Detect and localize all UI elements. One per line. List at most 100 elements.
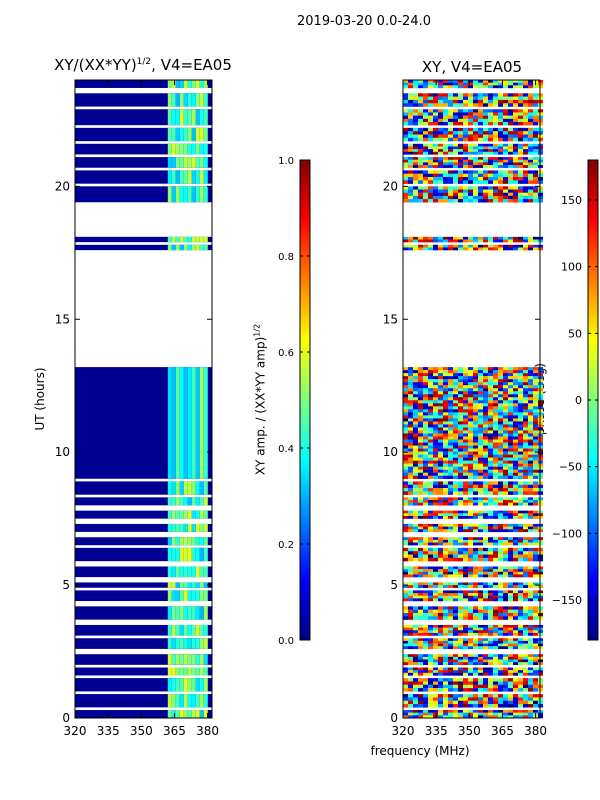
right-phase-cell (418, 451, 423, 455)
right-phase-cell (513, 170, 518, 174)
right-phase-cell (463, 463, 468, 467)
right-phase-cell (473, 466, 478, 470)
right-phase-cell (483, 557, 488, 562)
left-plot-frame (74, 79, 213, 719)
right-phase-cell (493, 472, 498, 476)
right-phase-cell (403, 526, 408, 530)
right-phase-cell (413, 481, 418, 485)
right-phase-cell (453, 710, 458, 713)
right-phase-cell (488, 433, 493, 437)
right-phase-cell (498, 571, 503, 575)
right-phase-cell (448, 523, 453, 527)
left-band-cell (199, 694, 204, 708)
right-phase-cell (493, 515, 498, 519)
right-phase-cell (498, 373, 503, 377)
right-phase-cell (493, 688, 498, 692)
right-phase-cell (508, 99, 513, 104)
right-phase-cell (408, 460, 413, 464)
right-phase-cell (528, 433, 533, 437)
left-band-cell (179, 678, 184, 692)
right-phase-cell (503, 712, 508, 716)
right-phase-cell (453, 472, 458, 476)
right-phase-cell (478, 146, 483, 150)
right-phase-cell (448, 199, 453, 203)
right-phase-cell (453, 593, 458, 596)
right-phase-cell (473, 715, 478, 719)
right-phase-cell (453, 684, 458, 689)
left-band-cell (199, 186, 204, 203)
right-phase-cell (413, 510, 418, 514)
right-phase-cell (473, 143, 478, 147)
right-phase-cell (403, 612, 408, 617)
right-phase-cell (478, 681, 483, 685)
right-phase-cell (488, 367, 493, 371)
right-phase-cell (528, 109, 533, 113)
right-phase-cell (478, 134, 483, 139)
right-phase-cell (523, 684, 528, 689)
right-phase-cell (418, 609, 423, 614)
right-phase-cell (478, 149, 483, 152)
right-phase-cell (498, 590, 503, 594)
right-phase-cell (453, 457, 458, 461)
right-phase-cell (453, 427, 458, 431)
right-phase-cell (473, 463, 478, 467)
right-phase-cell (423, 118, 428, 123)
right-phase-cell (468, 574, 473, 578)
right-phase-cell (448, 510, 453, 514)
right-phase-cell (473, 502, 478, 506)
right-phase-cell (458, 500, 463, 503)
right-phase-cell (508, 460, 513, 464)
right-phase-cell (428, 510, 433, 514)
right-phase-cell (463, 186, 468, 190)
right-phase-cell (468, 391, 473, 395)
right-phase-cell (418, 694, 423, 698)
right-phase-cell (483, 571, 488, 575)
right-phase-cell (448, 370, 453, 374)
left-band-cell (187, 157, 192, 168)
left-band-cell (195, 566, 200, 578)
right-phase-cell (433, 146, 438, 150)
right-phase-cell (418, 370, 423, 374)
right-phase-cell (448, 712, 453, 716)
right-phase-cell (403, 367, 408, 371)
left-band-cell (171, 236, 176, 243)
right-phase-cell (493, 385, 498, 389)
right-phase-cell (508, 681, 513, 685)
right-phase-cell (413, 177, 418, 181)
right-phase-cell (458, 189, 463, 193)
right-phase-cell (408, 670, 413, 674)
right-phase-cell (433, 127, 438, 132)
right-phase-cell (518, 427, 523, 431)
right-phase-cell (508, 523, 513, 527)
right-phase-cell (443, 388, 448, 392)
right-phase-cell (458, 632, 463, 636)
right-phase-cell (443, 697, 448, 701)
right-phase-cell (473, 697, 478, 701)
right-phase-cell (438, 502, 443, 506)
right-phase-cell (443, 557, 448, 562)
right-phase-cell (528, 684, 533, 689)
right-phase-cell (508, 412, 513, 416)
right-phase-cell (488, 403, 493, 407)
right-phase-cell (478, 433, 483, 437)
right-phase-cell (523, 80, 528, 83)
right-phase-cell (493, 391, 498, 395)
right-phase-cell (423, 127, 428, 132)
right-phase-cell (528, 137, 533, 142)
right-phase-cell (513, 239, 518, 243)
right-phase-cell (403, 593, 408, 596)
right-phase-cell (448, 82, 453, 86)
right-phase-cell (528, 542, 533, 546)
right-phase-cell (443, 632, 448, 636)
right-phase-cell (418, 612, 423, 617)
right-phase-cell (423, 460, 428, 464)
right-phase-cell (528, 672, 533, 676)
right-phase-cell (508, 236, 513, 240)
right-phase-cell (528, 430, 533, 434)
left-band-cell (195, 244, 200, 251)
right-phase-cell (423, 103, 428, 107)
right-phase-cell (473, 598, 478, 602)
right-phase-cell (533, 388, 538, 392)
right-phase-cell (443, 82, 448, 86)
right-phase-cell (513, 82, 518, 86)
